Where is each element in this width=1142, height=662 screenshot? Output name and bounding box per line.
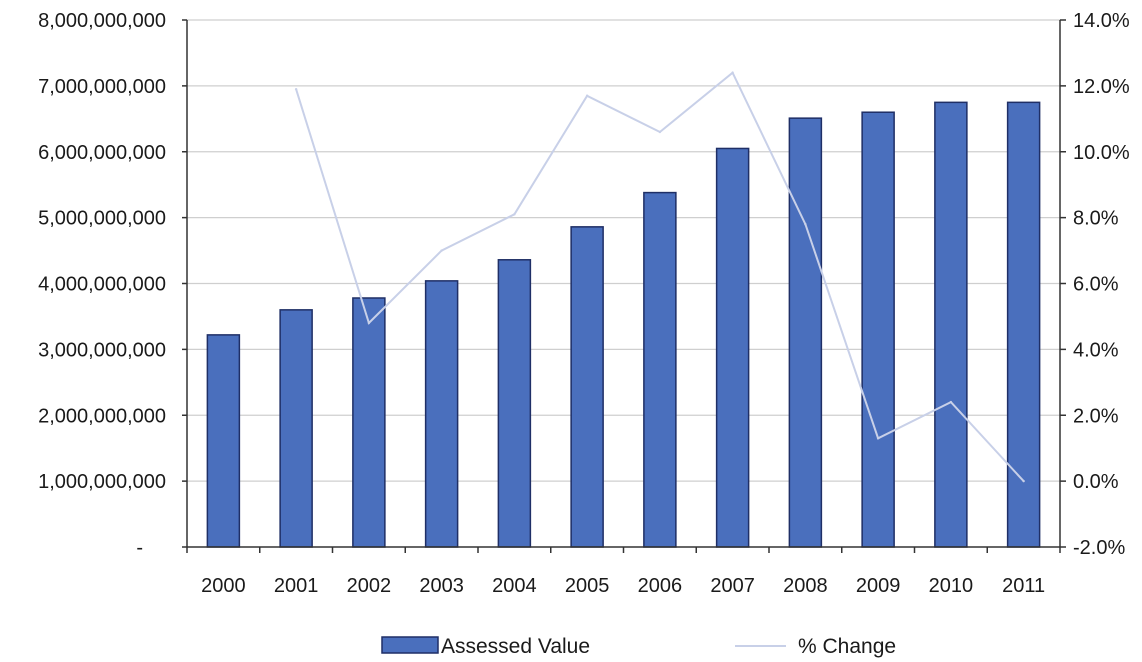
bar-2008 <box>788 117 823 548</box>
line-series-percent-change <box>294 71 1025 483</box>
bar-2009 <box>861 111 895 548</box>
x-tick-label-2010: 2010 <box>929 575 974 597</box>
bar-2006 <box>643 191 677 548</box>
bar-2007 <box>715 147 750 548</box>
right-tick-label: 14.0% <box>1073 10 1130 32</box>
x-tick-label-2000: 2000 <box>201 575 246 597</box>
x-tick-label-2011: 2011 <box>1002 575 1045 597</box>
bar-2005 <box>570 226 604 548</box>
left-tick-label: 1,000,000,000 <box>38 471 166 493</box>
legend-label-percent-change: % Change <box>798 635 896 658</box>
x-tick-label-2004: 2004 <box>492 575 537 597</box>
bar-2003 <box>424 280 459 548</box>
left-tick-label: 5,000,000,000 <box>38 208 166 230</box>
percent-change-point-2005 <box>585 94 589 97</box>
left-tick-label: 7,000,000,000 <box>38 76 166 98</box>
left-tick-label: 8,000,000,000 <box>38 10 166 32</box>
legend-swatch-bar <box>381 636 439 654</box>
left-axis-tick-labels: - 1,000,000,000 2,000,000,000 3,000,000,000… <box>38 10 166 559</box>
left-tick-label: 2,000,000,000 <box>38 405 166 427</box>
right-tick-label: 2.0% <box>1073 405 1119 427</box>
right-tick-label: 4.0% <box>1073 339 1119 361</box>
left-tick-label: 6,000,000,000 <box>38 142 166 164</box>
percent-change-point-2010 <box>949 400 953 404</box>
x-tick-label-2003: 2003 <box>419 575 464 597</box>
bar-2004 <box>497 259 532 548</box>
right-axis-tick-labels: -2.0% 0.0% 2.0% 4.0% 6.0% 8.0% 10.0% 12.0% 14.0% <box>1073 10 1130 559</box>
x-tick-label-2006: 2006 <box>638 575 683 597</box>
left-tick-label: 3,000,000,000 <box>38 339 166 361</box>
axes <box>182 19 1066 553</box>
x-tick-label-2001: 2001 <box>274 575 319 597</box>
bar-2000 <box>206 334 241 548</box>
percent-change-point-2001 <box>294 87 298 91</box>
x-tick-label-2007: 2007 <box>710 575 755 597</box>
right-tick-label: 10.0% <box>1073 142 1130 164</box>
percent-change-point-2009 <box>876 437 880 440</box>
legend-item-percent-change: % Change <box>735 635 896 658</box>
legend-label-assessed-value: Assessed Value <box>441 635 590 658</box>
x-axis-tick-labels: 2000 2001 2002 2003 2004 2005 2006 2007 2008 2009… <box>201 575 1045 597</box>
x-tick-label-2005: 2005 <box>565 575 610 597</box>
right-tick-label: -2.0% <box>1073 537 1125 559</box>
percent-change-point-2003 <box>440 249 443 252</box>
percent-change-point-2008 <box>804 223 807 226</box>
gridlines <box>187 19 1060 482</box>
x-tick-label-2008: 2008 <box>783 575 828 597</box>
right-tick-label: 0.0% <box>1073 471 1119 493</box>
legend-item-assessed-value: Assessed Value <box>381 635 590 658</box>
percent-change-point-2002 <box>367 321 371 325</box>
x-tick-label-2009: 2009 <box>856 575 901 597</box>
percent-change-point-2007 <box>731 71 734 74</box>
right-tick-label: 12.0% <box>1073 76 1130 98</box>
left-tick-label: - <box>136 537 143 559</box>
legend: Assessed Value % Change <box>381 635 896 658</box>
bar-2011 <box>1006 101 1041 548</box>
bar-series-assessed-value <box>206 101 1041 548</box>
percent-change-point-2004 <box>513 213 516 216</box>
right-tick-label: 8.0% <box>1073 208 1119 230</box>
x-tick-label-2002: 2002 <box>347 575 392 597</box>
percent-change-point-2006 <box>658 130 662 134</box>
bar-2010 <box>934 101 968 548</box>
percent-change-point-2011 <box>1022 479 1025 483</box>
bar-2002 <box>352 297 386 548</box>
bar-2001 <box>279 309 313 548</box>
right-tick-label: 6.0% <box>1073 274 1119 296</box>
left-tick-label: 4,000,000,000 <box>38 274 166 296</box>
